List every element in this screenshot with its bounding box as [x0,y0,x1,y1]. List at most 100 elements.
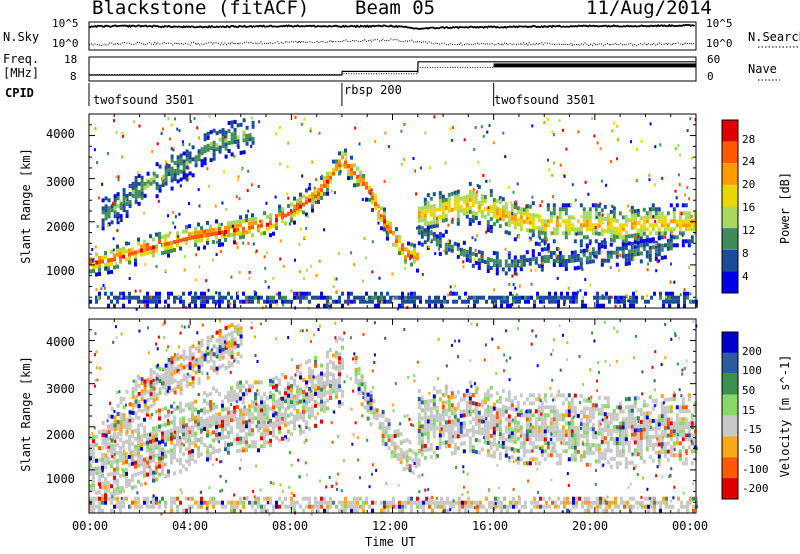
heat-cell [164,406,167,411]
heat-cell [438,389,442,394]
heat-cell [660,418,664,423]
heat-cell [155,437,158,442]
heat-cell [636,208,640,213]
heat-cell [116,248,119,253]
heat-cell [413,295,416,300]
heat-cell [413,500,416,505]
heat-cell [429,398,433,403]
heat-cell [326,362,329,367]
heat-cell [669,445,673,450]
heat-cell [600,208,604,213]
heat-cell [251,416,254,421]
speckle-cell [407,292,410,296]
heat-cell [158,456,161,461]
heat-cell [552,405,556,410]
heat-cell [218,242,221,247]
heat-cell [555,413,559,418]
heat-cell [645,235,649,240]
heat-cell [149,376,153,381]
heat-cell [308,386,311,391]
heat-cell [224,342,228,346]
heat-cell [413,243,416,248]
heat-cell [149,380,153,385]
heat-cell [299,427,302,432]
heat-cell [116,212,120,217]
heat-cell [191,409,194,414]
heat-cell [155,380,159,385]
heat-cell [92,447,95,452]
heat-cell [275,423,278,428]
heat-cell [486,220,490,225]
heat-cell [441,404,445,409]
heat-cell [239,150,243,155]
heat-cell [507,223,511,228]
heat-cell [537,425,541,430]
heat-cell [594,435,598,440]
heat-cell [299,415,302,420]
heat-cell [570,421,574,426]
speckle-cell [121,131,124,135]
speckle-cell [107,224,109,228]
heat-cell [621,421,625,426]
heat-cell [675,429,679,434]
heat-cell [215,219,218,224]
heat-cell [203,357,207,362]
heat-cell [498,436,502,441]
heat-cell [320,375,323,380]
heat-cell [624,441,628,446]
heat-cell [645,411,649,416]
heat-cell [248,221,251,226]
speckle-cell [319,259,322,263]
heat-cell [212,352,216,357]
heat-cell [113,427,117,432]
heat-cell [543,259,547,264]
heat-cell [134,179,138,184]
heat-cell [552,417,556,422]
heat-cell [158,504,161,509]
speckle-cell [474,248,477,252]
heat-cell [537,242,541,247]
heat-cell [191,433,194,438]
heat-cell [215,424,218,429]
heat-cell [98,500,101,505]
heat-cell [597,451,601,456]
heat-cell [606,460,610,465]
heat-cell [152,470,155,475]
heat-cell [215,227,218,232]
heat-cell [302,194,305,199]
heat-cell [591,411,595,416]
heat-cell [516,460,520,465]
heat-cell [188,354,192,358]
heat-cell [116,426,119,431]
heat-cell [224,395,227,400]
heat-cell [245,412,248,417]
heat-cell [564,259,568,263]
heat-cell [365,291,368,296]
speckle-cell [279,125,281,129]
heat-cell [489,417,493,422]
heat-cell [320,379,323,384]
heat-cell [107,448,110,453]
heat-cell [428,303,431,308]
heat-cell [119,432,123,437]
heat-cell [206,228,209,233]
heat-cell [627,412,631,417]
heat-cell [128,438,131,443]
heat-cell [146,377,150,382]
heat-cell [447,419,451,424]
heat-cell [143,243,146,248]
heat-cell [435,425,439,430]
heat-cell [329,391,332,396]
heat-cell [152,171,156,176]
heat-cell [122,417,126,422]
heat-cell [326,366,329,371]
heat-cell [579,265,583,270]
heat-cell [263,424,266,429]
heat-cell [92,471,95,476]
heat-cell [405,438,409,443]
heat-cell [579,231,583,236]
heat-cell [116,411,120,416]
heat-cell [672,243,676,248]
heat-cell [603,404,607,409]
heat-cell [477,205,481,209]
